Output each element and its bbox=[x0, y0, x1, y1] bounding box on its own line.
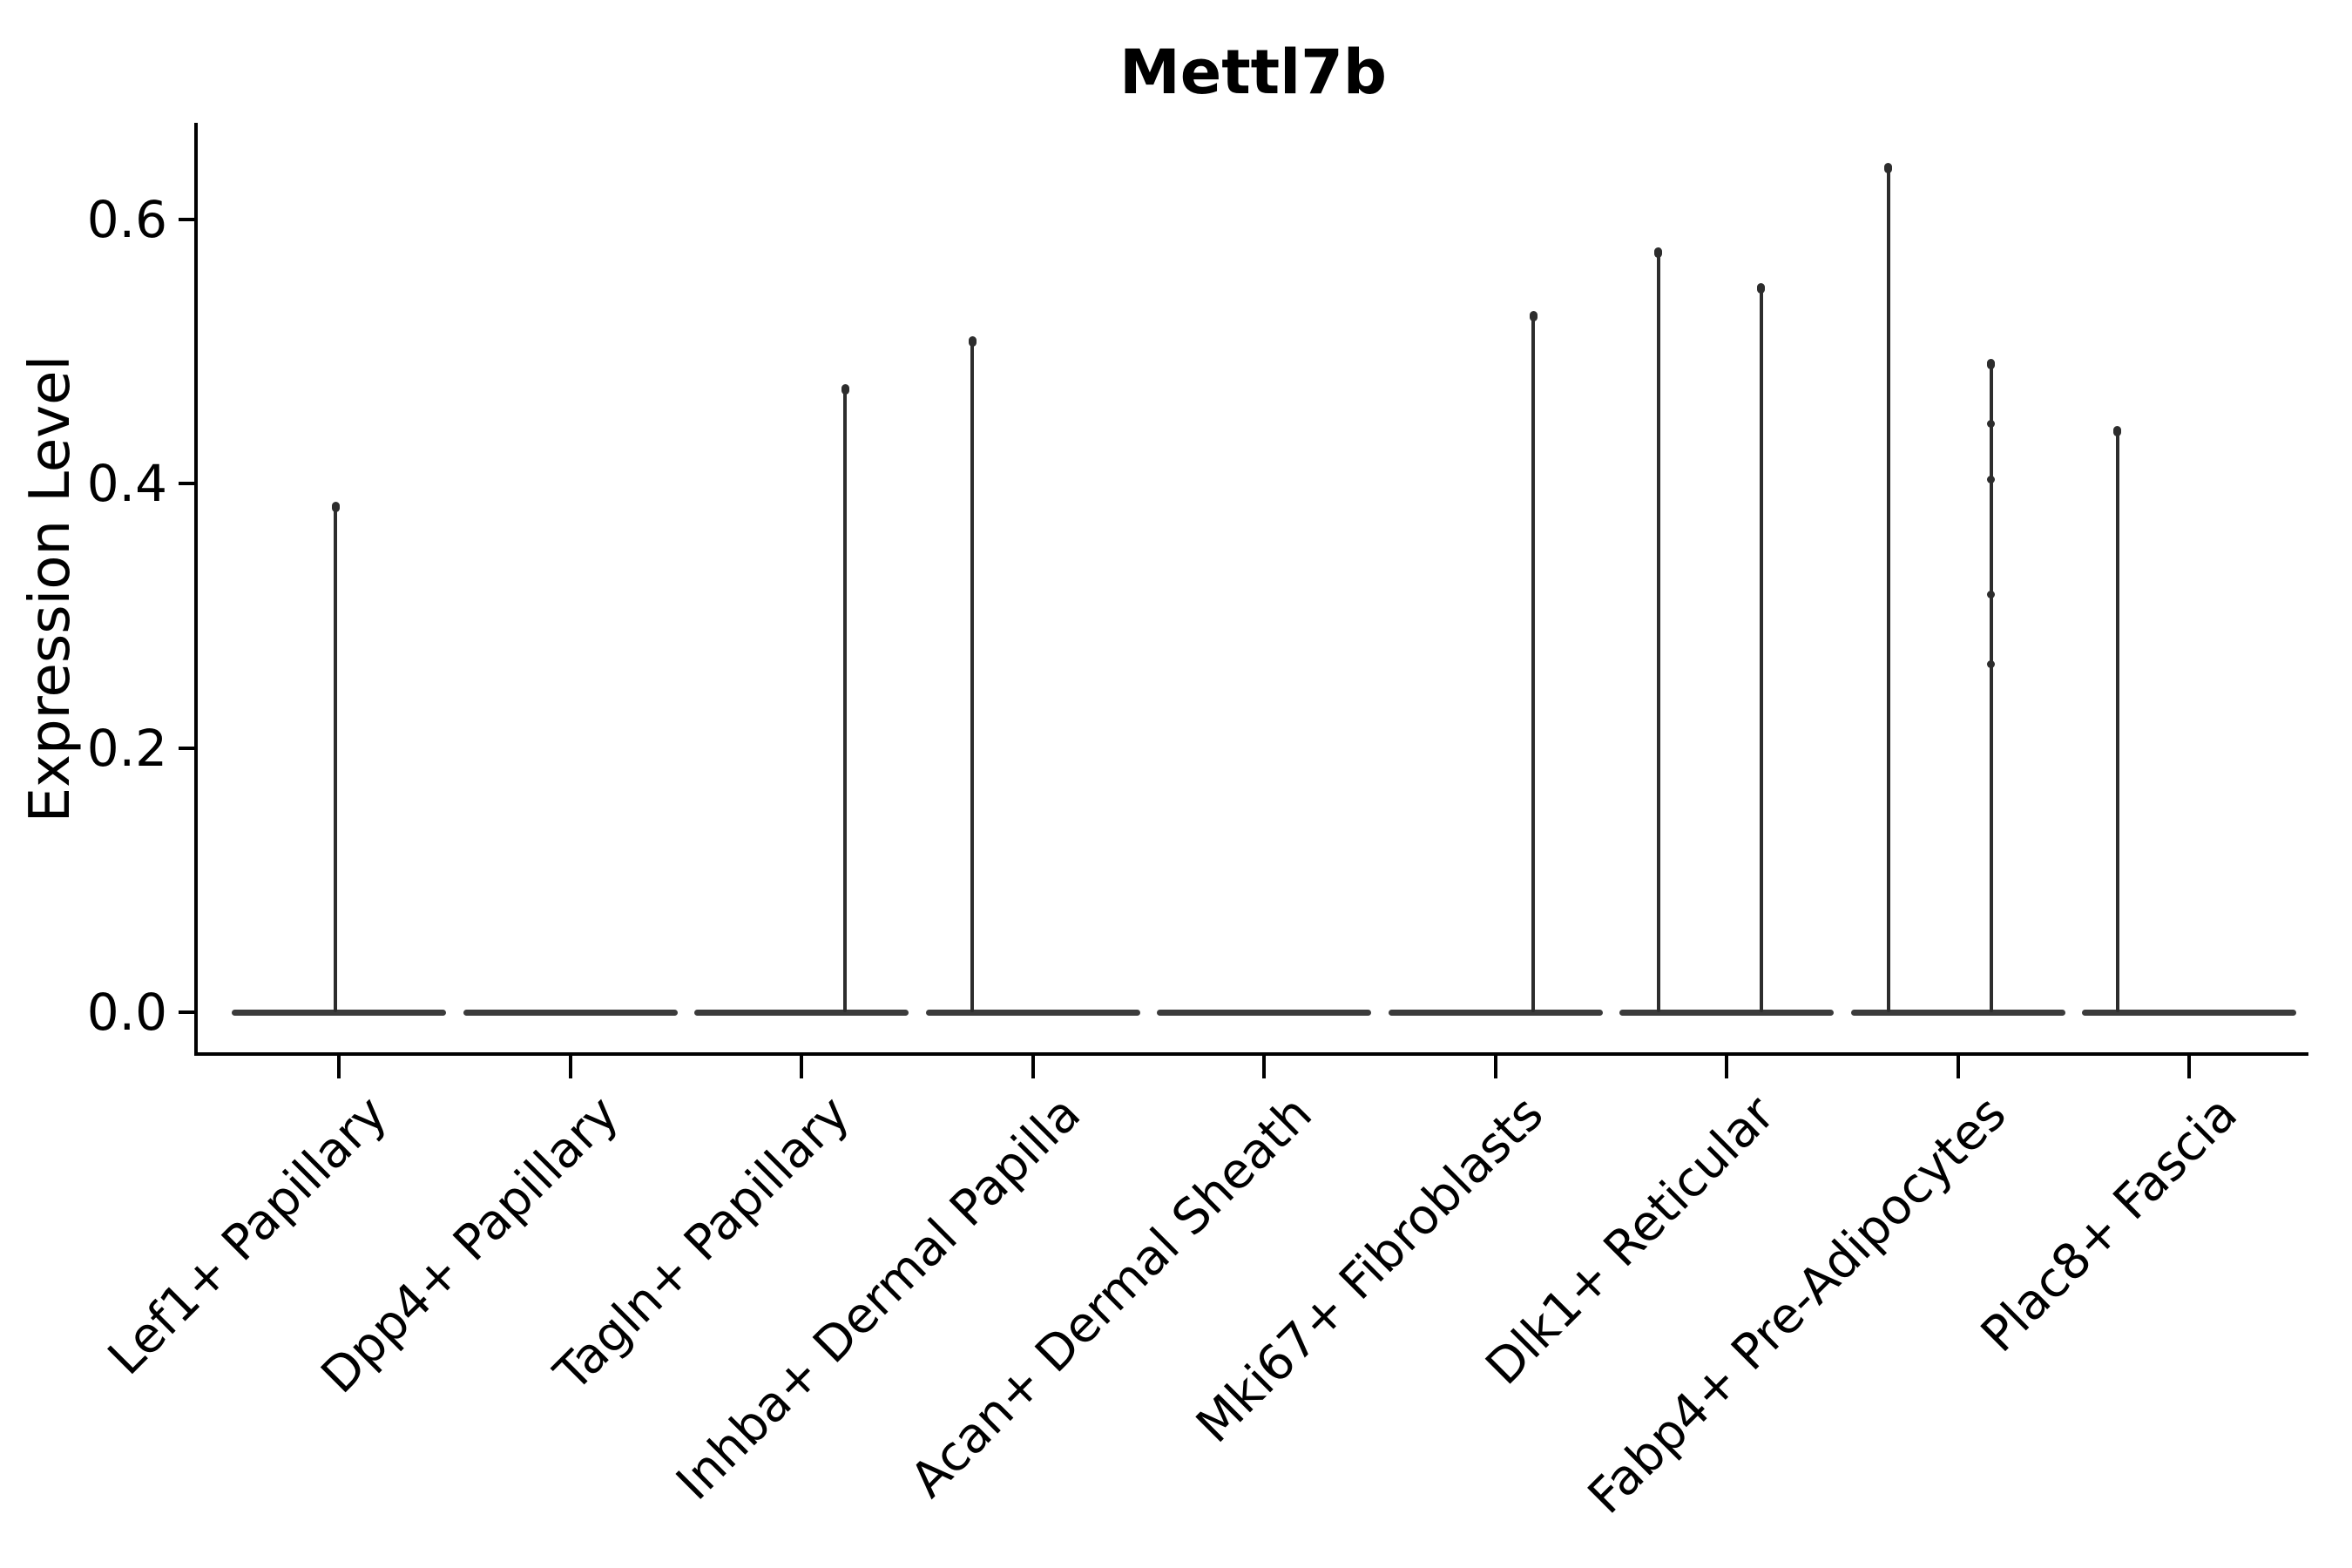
violin-knot bbox=[1987, 420, 1996, 429]
violin-knot bbox=[1987, 475, 1996, 483]
violin-spike bbox=[1656, 249, 1660, 1012]
y-tick-label: 0.2 bbox=[86, 718, 167, 778]
violin-spike bbox=[334, 503, 338, 1012]
violin-spike bbox=[843, 385, 848, 1012]
violin-spike bbox=[1759, 285, 1763, 1012]
violin-base bbox=[1619, 1009, 1834, 1016]
violin-base bbox=[232, 1009, 446, 1016]
violin-spike-cap bbox=[1529, 311, 1538, 322]
x-tick-mark bbox=[1725, 1054, 1728, 1078]
violin-spike-cap bbox=[1654, 247, 1663, 259]
x-tick-mark bbox=[2187, 1054, 2191, 1078]
violin-base bbox=[1157, 1009, 1371, 1016]
violin-base bbox=[463, 1009, 678, 1016]
violin-spike bbox=[1989, 360, 1993, 1012]
x-tick-label: Fabp4+ Pre-Adipocytes bbox=[1577, 1085, 2017, 1525]
violin-spike-cap bbox=[968, 336, 977, 348]
y-tick-mark bbox=[179, 217, 194, 221]
violin-knot bbox=[1987, 660, 1996, 669]
x-tick-mark bbox=[1956, 1054, 1960, 1078]
violin-spike-cap bbox=[331, 501, 340, 512]
y-axis-label: Expression Level bbox=[18, 355, 83, 822]
y-axis-spine bbox=[194, 123, 198, 1056]
violin-base bbox=[1850, 1009, 2065, 1016]
violin-spike-cap bbox=[841, 383, 849, 395]
x-tick-mark bbox=[337, 1054, 341, 1078]
y-tick-label: 0.4 bbox=[86, 454, 167, 513]
violin-base bbox=[2082, 1009, 2296, 1016]
violin-spike-cap bbox=[1757, 283, 1766, 294]
y-tick-label: 0.6 bbox=[86, 189, 167, 249]
violin-spike bbox=[2115, 428, 2119, 1012]
chart-title: Mettl7b bbox=[1119, 37, 1387, 108]
x-tick-mark bbox=[568, 1054, 572, 1078]
y-tick-mark bbox=[179, 1010, 194, 1014]
y-tick-mark bbox=[179, 746, 194, 750]
violin-spike bbox=[1531, 313, 1536, 1012]
x-tick-mark bbox=[1262, 1054, 1266, 1078]
x-tick-label: Inhba+ Dermal Papilla bbox=[666, 1085, 1092, 1511]
x-tick-label: Acan+ Dermal Sheath bbox=[900, 1085, 1323, 1509]
violin-spike-cap bbox=[1884, 163, 1893, 174]
violin-spike-cap bbox=[1987, 358, 1996, 369]
violin-base bbox=[1388, 1009, 1603, 1016]
violin-spike bbox=[970, 338, 975, 1012]
x-tick-mark bbox=[1031, 1054, 1035, 1078]
violin-base bbox=[694, 1009, 909, 1016]
violin-spike-cap bbox=[2113, 426, 2122, 437]
violin-base bbox=[925, 1009, 1140, 1016]
violin-knot bbox=[1987, 590, 1996, 598]
x-tick-mark bbox=[800, 1054, 803, 1078]
x-axis-spine bbox=[194, 1052, 2308, 1056]
y-tick-mark bbox=[179, 482, 194, 485]
violin-spike bbox=[1886, 165, 1890, 1012]
y-tick-label: 0.0 bbox=[86, 983, 167, 1042]
x-tick-mark bbox=[1493, 1054, 1497, 1078]
